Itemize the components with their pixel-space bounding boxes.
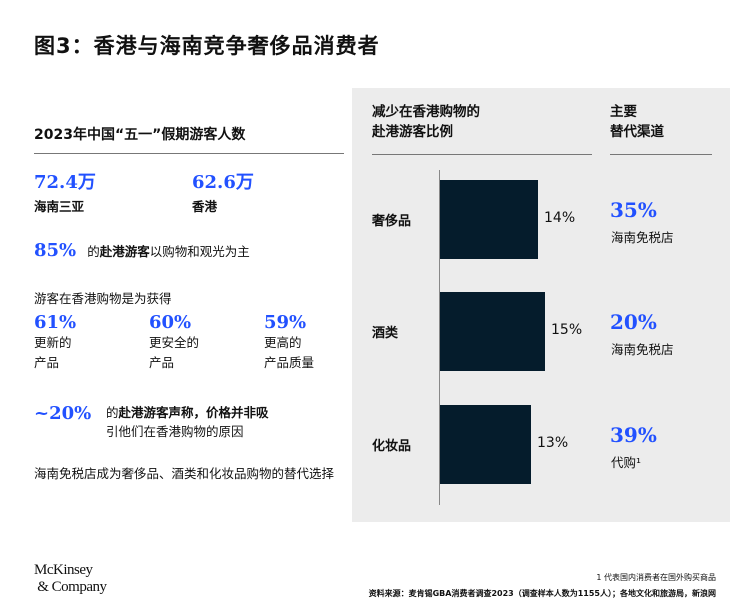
alt-channel-value: 35%: [610, 198, 657, 222]
stat-85-post: 以购物和观光为主: [149, 244, 250, 259]
reason-value: 61%: [34, 312, 77, 333]
col1-header-line: 赴港游客比例: [372, 124, 453, 140]
col2-header-line: 主要: [610, 104, 637, 120]
source: 资料来源：麦肯锡GBA消费者调查2023（调查样本人数为1155人）；各地文化和…: [368, 589, 716, 598]
col2-header-line: 替代渠道: [610, 124, 664, 140]
category-label: 奢侈品: [372, 214, 412, 229]
mckinsey-logo: McKinsey & Company: [34, 562, 107, 595]
stat-85-pre: 的: [87, 244, 100, 259]
reason-value: 59%: [264, 312, 307, 333]
stat-20-line2: 引他们在香港购物的原因: [106, 424, 244, 439]
reason-2: 60% 更安全的 产品: [149, 312, 269, 373]
stat-20-bold: 赴港游客声称，价格并非吸: [118, 405, 269, 420]
alt-channel-value: 39%: [610, 423, 657, 447]
reason-1: 61% 更新的 产品: [34, 312, 154, 373]
sanya-label: 海南三亚: [34, 199, 85, 214]
col1-divider: [372, 154, 592, 155]
col1-header-line: 减少在香港购物的: [372, 104, 480, 120]
bar: [440, 405, 531, 484]
bar: [440, 292, 545, 371]
conclusion: 海南免税店成为奢侈品、酒类和化妆品购物的替代选择: [34, 466, 335, 481]
reason-3: 59% 更高的 产品质量: [264, 312, 364, 373]
bar-value-label: 13%: [537, 435, 569, 451]
stat-85-value: 85%: [34, 240, 77, 261]
reasons-heading: 游客在香港购物是为获得: [34, 291, 172, 306]
footnote: 1 代表国内消费者在国外购买商品: [596, 573, 716, 582]
alt-channel-label: 海南免税店: [611, 342, 674, 357]
stat-85: 85% 的赴港游客以购物和观光为主: [34, 240, 250, 261]
col2-header: 主要 替代渠道: [610, 102, 664, 142]
reason-value: 60%: [149, 312, 192, 333]
col1-header: 减少在香港购物的 赴港游客比例: [372, 102, 480, 142]
alt-channel-label: 代购¹: [611, 455, 642, 470]
stat-20-pre: 的: [106, 405, 119, 420]
chart-axis: [439, 170, 440, 505]
category-label: 化妆品: [372, 439, 412, 454]
bar: [440, 180, 538, 259]
reason-label: 更高的: [264, 335, 302, 350]
sanya-value: 72.4万: [34, 172, 96, 193]
col2-divider: [610, 154, 712, 155]
reason-label: 更安全的: [149, 335, 200, 350]
stat-20-text: 的赴港游客声称，价格并非吸 引他们在香港购物的原因: [106, 403, 356, 441]
alt-channel-label: 海南免税店: [611, 230, 674, 245]
page-title: 图3：香港与海南竞争奢侈品消费者: [34, 34, 380, 58]
hk-value: 62.6万: [192, 172, 254, 193]
stat-85-bold: 赴港游客: [99, 244, 150, 259]
bar-value-label: 15%: [551, 322, 583, 338]
reason-label: 更新的: [34, 335, 72, 350]
category-label: 酒类: [372, 326, 399, 341]
stat-20-value: ~20%: [34, 403, 92, 424]
reason-label: 产品: [149, 355, 175, 370]
visitors-heading: 2023年中国“五一”假期游客人数: [34, 127, 246, 143]
hk-label: 香港: [192, 199, 218, 214]
reason-label: 产品: [34, 355, 60, 370]
bar-value-label: 14%: [544, 210, 576, 226]
reason-label: 产品质量: [264, 355, 315, 370]
divider: [34, 153, 344, 154]
alt-channel-value: 20%: [610, 310, 657, 334]
